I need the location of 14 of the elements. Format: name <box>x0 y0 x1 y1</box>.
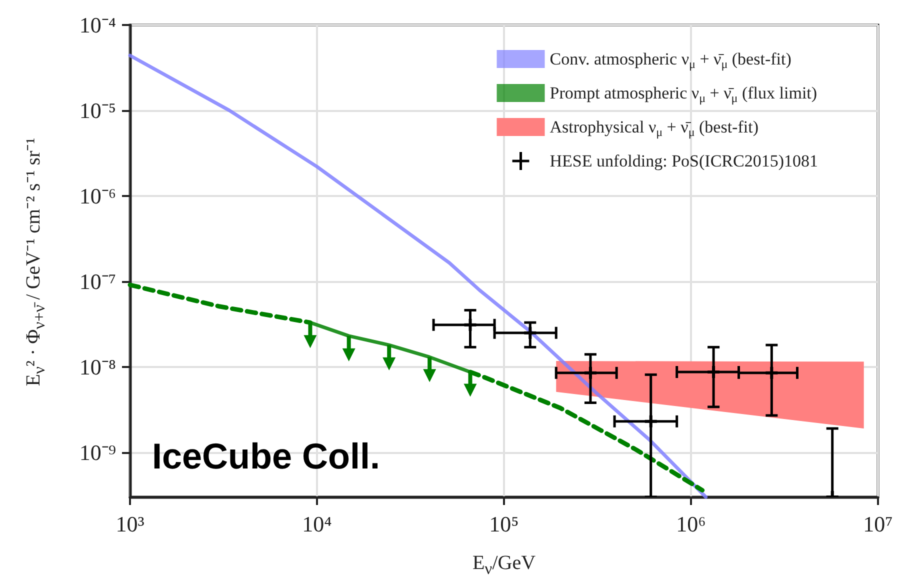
y-tick-label: 10⁻⁹ <box>79 440 116 465</box>
annotation: IceCube Coll. <box>152 436 380 476</box>
y-tick-label: 10⁻⁴ <box>79 12 116 38</box>
y-tick-label: 10⁻⁷ <box>79 268 116 294</box>
x-tick-label: 10⁶ <box>676 512 706 536</box>
x-axis-title: E$_{ν}$/GeV <box>472 552 536 579</box>
x-tick-label: 10⁵ <box>489 512 519 536</box>
legend-label: HESE unfolding: PoS(ICRC2015)1081 <box>550 152 818 170</box>
x-tick-label: 10⁴ <box>302 512 332 536</box>
y-tick-label: 10⁻⁸ <box>79 354 116 380</box>
y-tick-label: 10⁻⁶ <box>79 183 116 208</box>
x-tick-label: 10⁷ <box>863 512 893 536</box>
y-tick-label: 10⁻⁵ <box>79 98 116 123</box>
x-tick-label: 10³ <box>116 512 145 536</box>
